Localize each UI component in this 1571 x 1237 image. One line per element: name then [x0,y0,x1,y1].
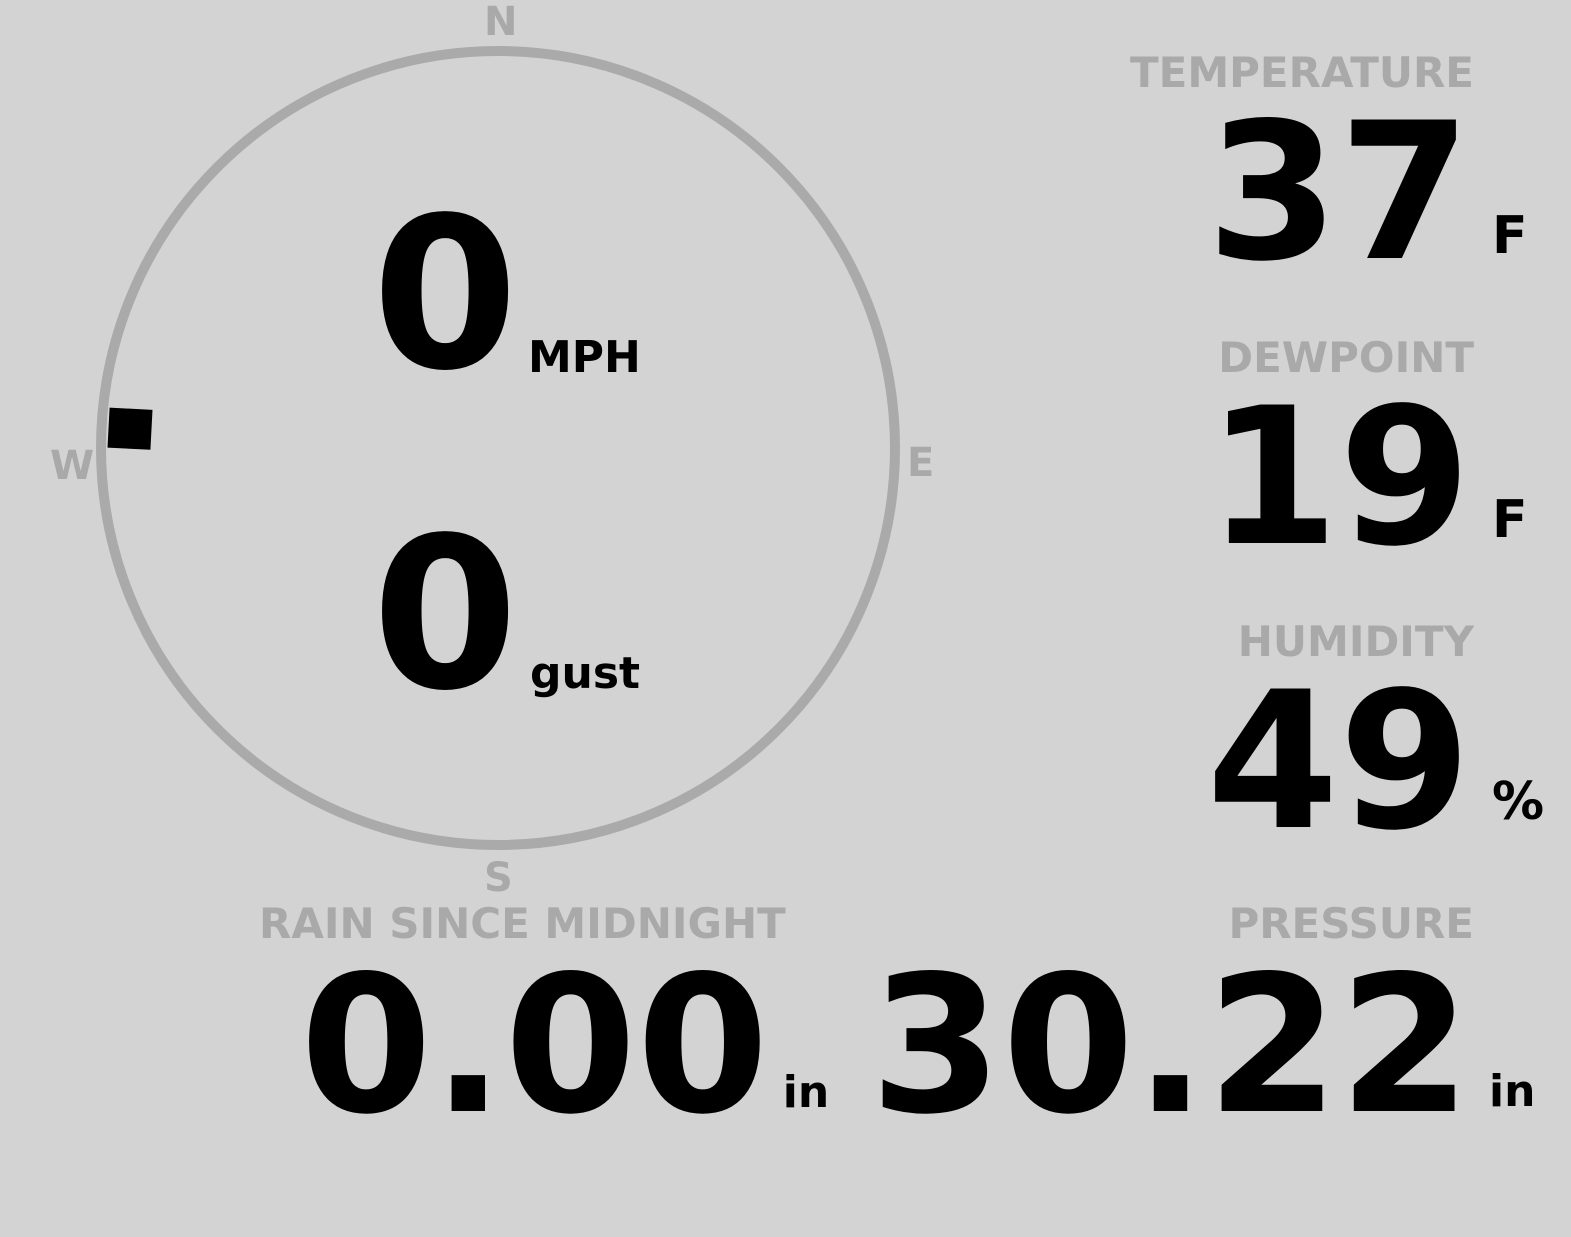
humidity-unit: % [1492,772,1545,832]
wind-compass [96,46,900,850]
compass-west: W [50,443,95,489]
wind-speed-unit: MPH [528,332,641,383]
wind-gust-unit: gust [530,648,641,699]
pressure-unit: in [1489,1066,1536,1117]
rain-reading: 0.00 in [300,951,829,1141]
temperature-unit: F [1492,206,1528,266]
temperature-label: TEMPERATURE [1130,48,1474,97]
wind-speed-value: 0 [372,172,519,417]
compass-ring [96,46,900,850]
rain-value: 0.00 [300,935,769,1156]
rain-label: RAIN SINCE MIDNIGHT [259,899,786,948]
rain-unit: in [782,1067,830,1118]
pressure-label: PRESSURE [1228,899,1474,948]
wind-direction-pointer [107,407,153,450]
wind-gust-value: 0 [372,492,519,737]
dewpoint-value: 19 [1206,367,1471,588]
compass-south: S [484,855,513,901]
compass-east: E [907,440,935,486]
dewpoint-label: DEWPOINT [1218,333,1474,382]
temperature-value: 37 [1206,82,1471,303]
humidity-value: 49 [1206,651,1471,872]
dewpoint-unit: F [1492,490,1528,550]
compass-north: N [484,0,518,45]
humidity-label: HUMIDITY [1237,617,1474,666]
pressure-value: 30.22 [870,935,1471,1156]
